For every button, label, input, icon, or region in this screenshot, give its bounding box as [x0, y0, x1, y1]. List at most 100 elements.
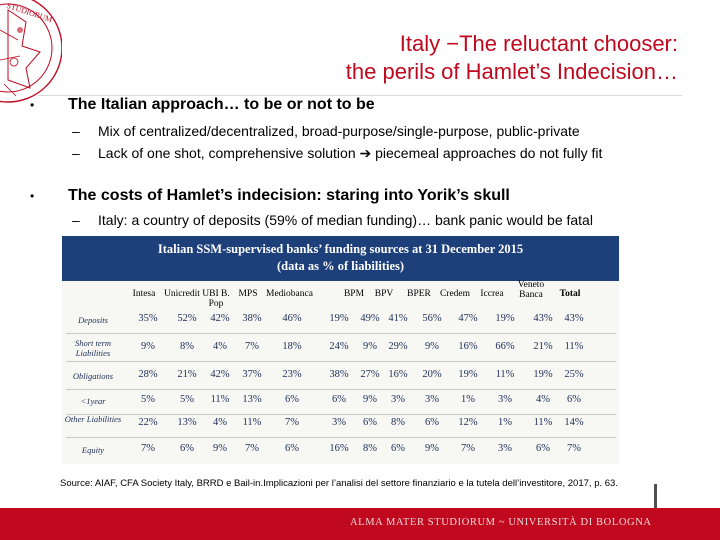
table-cell: 5%: [141, 394, 155, 405]
column-header: BPER: [407, 289, 431, 299]
university-seal-logo: STUDIORUM: [0, 0, 62, 103]
bullet-1-text: The Italian approach… to be or not to be: [68, 96, 375, 113]
table-title-line-2: (data as % of liabilities): [276, 259, 405, 273]
table-cell: 21%: [533, 341, 553, 352]
table-cell: 18%: [282, 341, 302, 352]
table-cell: 19%: [495, 313, 515, 324]
row-label: Short term Liabilities: [74, 338, 112, 358]
table-cell: 52%: [177, 313, 197, 324]
table-cell: 6%: [391, 443, 405, 454]
table-cell: 37%: [242, 369, 262, 380]
footer-bar: ALMA MATER STUDIORUM ~ UNIVERSITÀ DI BOL…: [0, 508, 720, 540]
table-cell: 3%: [425, 394, 439, 405]
column-header: Iccrea: [480, 289, 504, 299]
table-cell: 3%: [498, 394, 512, 405]
table-cell: 3%: [332, 417, 346, 428]
row-divider: [66, 389, 616, 390]
column-header: UBI B. Pop: [202, 289, 230, 309]
column-header: Mediobanca: [266, 289, 313, 299]
table-cell: 29%: [388, 341, 408, 352]
source-note: Source: AIAF, CFA Society Italy, BRRD e …: [60, 478, 618, 489]
row-divider: [66, 414, 616, 415]
table-cell: 4%: [213, 417, 227, 428]
row-divider: [66, 437, 616, 438]
table-title: Italian SSM-supervised banks’ funding so…: [62, 236, 619, 281]
column-header: Intesa: [132, 289, 156, 299]
column-header: Total: [559, 289, 581, 299]
sub-text-before: Lack of one shot, comprehensive solution: [98, 145, 360, 161]
slide-title: Italy −The reluctant chooser: the perils…: [118, 30, 678, 86]
table-cell: 8%: [180, 341, 194, 352]
table-cell: 6%: [363, 417, 377, 428]
table-cell: 66%: [495, 341, 515, 352]
footer-text: ALMA MATER STUDIORUM ~ UNIVERSITÀ DI BOL…: [350, 517, 652, 528]
table-cell: 6%: [285, 443, 299, 454]
column-header: BPM: [343, 289, 365, 299]
sub-marker: –: [72, 123, 80, 139]
table-cell: 28%: [138, 369, 158, 380]
table-cell: 7%: [567, 443, 581, 454]
table-cell: 9%: [425, 443, 439, 454]
table-cell: 6%: [180, 443, 194, 454]
sub-text-after: piecemeal approaches do not fully fit: [371, 145, 603, 161]
table-cell: 42%: [210, 313, 230, 324]
column-header: Veneto Banca: [517, 280, 545, 300]
table-cell: 9%: [213, 443, 227, 454]
row-label: Other Liabilities: [64, 414, 122, 424]
table-cell: 25%: [564, 369, 584, 380]
table-cell: 12%: [458, 417, 478, 428]
table-cell: 23%: [282, 369, 302, 380]
table-cell: 46%: [282, 313, 302, 324]
title-line-2: the perils of Hamlet’s Indecision…: [345, 59, 678, 84]
sub-marker: –: [72, 212, 80, 228]
table-cell: 11%: [210, 394, 230, 405]
column-header: Credem: [439, 289, 471, 299]
table-cell: 38%: [329, 369, 349, 380]
row-label: Equity: [81, 445, 105, 455]
table-cell: 1%: [498, 417, 512, 428]
bullet-2-marker: •: [30, 188, 35, 203]
table-cell: 19%: [329, 313, 349, 324]
table-cell: 41%: [388, 313, 408, 324]
table-cell: 21%: [177, 369, 197, 380]
table-cell: 7%: [245, 443, 259, 454]
table-cell: 19%: [458, 369, 478, 380]
title-divider: [38, 95, 682, 96]
table-cell: 9%: [363, 394, 377, 405]
table-cell: 6%: [567, 394, 581, 405]
table-cell: 6%: [536, 443, 550, 454]
table-cell: 6%: [285, 394, 299, 405]
table-cell: 9%: [363, 341, 377, 352]
table-cell: 3%: [391, 394, 405, 405]
bullet-2: • The costs of Hamlet’s indecision: stari…: [30, 187, 510, 205]
table-cell: 47%: [458, 313, 478, 324]
row-label: Deposits: [78, 315, 108, 325]
column-header: MPS: [238, 289, 258, 299]
bullet-1-marker: •: [30, 97, 35, 112]
row-label: <1year: [80, 396, 106, 406]
table-title-line-1: Italian SSM-supervised banks’ funding so…: [157, 242, 524, 256]
table-cell: 4%: [213, 341, 227, 352]
table-cell: 8%: [363, 443, 377, 454]
table-cell: 11%: [495, 369, 515, 380]
table-cell: 6%: [332, 394, 346, 405]
table-cell: 3%: [498, 443, 512, 454]
table-cell: 9%: [141, 341, 155, 352]
table-cell: 9%: [425, 341, 439, 352]
column-header: Unicredit: [164, 289, 200, 299]
bullet-1: • The Italian approach… to be or not to b…: [30, 96, 375, 114]
table-cell: 13%: [242, 394, 262, 405]
row-label: Obligations: [72, 371, 114, 381]
table-cell: 49%: [360, 313, 380, 324]
table-cell: 11%: [564, 341, 584, 352]
row-divider: [66, 333, 616, 334]
table-cell: 35%: [138, 313, 158, 324]
table-cell: 8%: [391, 417, 405, 428]
table-cell: 43%: [564, 313, 584, 324]
table-cell: 56%: [422, 313, 442, 324]
arrow-right-icon: ➔: [359, 145, 372, 161]
table-cell: 11%: [242, 417, 262, 428]
table-cell: 16%: [458, 341, 478, 352]
sub-text: Italy: a country of deposits (59% of med…: [98, 212, 593, 228]
table-cell: 7%: [245, 341, 259, 352]
